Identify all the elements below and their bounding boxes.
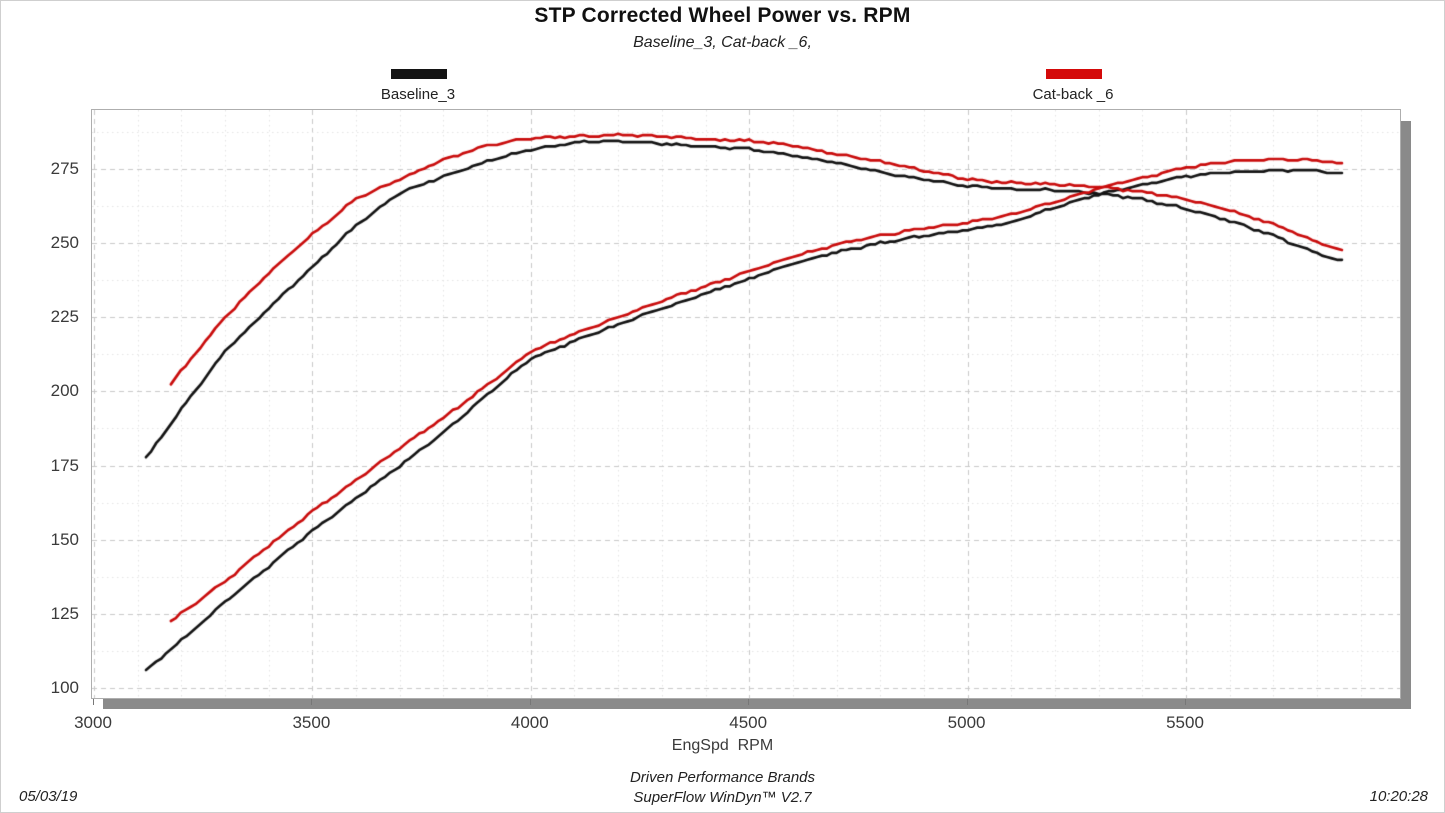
x-tick-label-4000: 4000	[510, 713, 549, 732]
y-tick-label-150: 150	[50, 529, 79, 549]
x-tick-mark-5500	[1185, 699, 1186, 705]
x-tick-label-3000: 3000	[74, 713, 112, 732]
x-tick-mark-3500	[311, 699, 313, 705]
report-date: 05/03/19	[19, 788, 78, 805]
y-tick-label-125: 125	[50, 603, 79, 623]
x-tick-mark-4000	[529, 699, 531, 705]
chart-subtitle: Baseline_3, Cat-back _6,	[633, 34, 812, 51]
plot-canvas	[92, 110, 1400, 698]
legend-swatch-baseline	[391, 69, 447, 79]
y-tick-label-100: 100	[50, 677, 79, 697]
x-tick-mark-3000	[93, 699, 94, 705]
legend-swatch-catback	[1046, 69, 1102, 79]
footer-software-line: SuperFlow WinDyn™ V2.7	[633, 789, 812, 806]
x-axis-title: EngSpd RPM	[671, 737, 774, 754]
y-tick-label-250: 250	[50, 233, 79, 253]
footer-brand-line: Driven Performance Brands	[629, 769, 816, 786]
legend-label-baseline: Baseline_3	[380, 86, 456, 103]
legend-label-catback: Cat-back _6	[1032, 86, 1114, 103]
x-tick-label-5500: 5500	[1166, 713, 1204, 732]
plot-area	[91, 109, 1401, 699]
y-tick-label-225: 225	[50, 307, 79, 327]
x-tick-mark-4500	[748, 699, 750, 705]
y-tick-label-175: 175	[50, 455, 79, 475]
x-tick-mark-5000	[966, 699, 968, 705]
y-tick-label-200: 200	[50, 381, 79, 401]
x-tick-label-3500: 3500	[292, 713, 331, 732]
y-tick-label-275: 275	[50, 159, 79, 178]
x-tick-label-5000: 5000	[947, 713, 986, 732]
report-time: 10:20:28	[1369, 788, 1428, 805]
x-tick-label-4500: 4500	[729, 713, 768, 732]
chart-title: STP Corrected Wheel Power vs. RPM	[534, 4, 911, 27]
